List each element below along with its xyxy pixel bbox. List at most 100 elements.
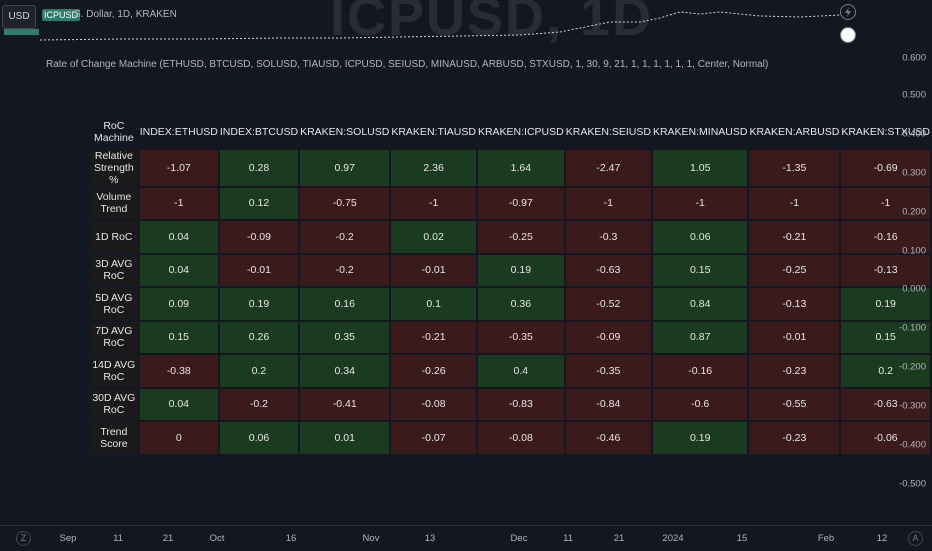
column-header: KRAKEN:SOLUSD [300, 116, 390, 148]
lightning-icon[interactable] [840, 4, 856, 20]
value-cell: -0.2 [300, 221, 390, 253]
table-row: 7D AVG RoC 0.15 0.26 0.35 -0.21 -0.35 -0.09 0.8… [90, 321, 930, 353]
table-row: Volume Trend -1 0.12 -0.75 -1 -0.97 -1 -1 -1 -1 [90, 187, 930, 219]
table-body: Relative Strength % -1.07 0.28 0.97 2.36 1.64… [90, 149, 930, 454]
value-cell: -1 [749, 187, 840, 219]
chart-header: ICPUSD, 1D USD ICPUSD S. Dollar, 1D, KRA… [0, 0, 932, 47]
x-tick-label: 11 [113, 533, 123, 544]
value-cell: 0.19 [477, 254, 564, 286]
row-label: Trend Score [90, 422, 138, 454]
column-header: KRAKEN:TIAUSD [391, 116, 476, 148]
value-cell: -0.38 [139, 355, 218, 387]
x-tick-label: 13 [424, 533, 436, 544]
y-tick-label: -0.300 [899, 400, 926, 412]
x-tick-label: 11 [563, 533, 573, 544]
column-header: KRAKEN:STXUSD [841, 116, 930, 148]
value-cell: 0.15 [652, 254, 748, 286]
value-cell: 0.06 [652, 221, 748, 253]
value-cell: 0.2 [841, 355, 930, 387]
value-cell: 0.19 [841, 288, 930, 320]
value-cell: -0.41 [300, 388, 390, 420]
column-header: KRAKEN:SEIUSD [565, 116, 651, 148]
value-cell: 0.15 [139, 321, 218, 353]
y-tick-label: -0.400 [899, 439, 926, 451]
value-cell: -0.09 [565, 321, 651, 353]
y-tick-label: 0.100 [902, 245, 926, 257]
value-cell: 0.02 [391, 221, 476, 253]
value-cell: -0.16 [841, 221, 930, 253]
value-cell: -0.21 [749, 221, 840, 253]
y-tick-label: 0.600 [902, 52, 926, 64]
symbol-watermark: ICPUSD, 1D [330, 0, 654, 47]
currency-button[interactable]: USD [2, 5, 36, 29]
y-tick-label: 0.000 [902, 283, 926, 295]
value-cell: 0.06 [219, 422, 299, 454]
value-cell: 0.2 [219, 355, 299, 387]
price-line [39, 11, 841, 41]
value-cell: -0.46 [565, 422, 651, 454]
value-cell: 0.26 [219, 321, 299, 353]
value-cell: -1.35 [749, 149, 840, 186]
value-cell: -1 [841, 187, 930, 219]
value-cell: -0.6 [652, 388, 748, 420]
value-cell: 0.15 [841, 321, 930, 353]
value-cell: -1 [139, 187, 218, 219]
row-label: 14D AVG RoC [90, 355, 138, 387]
value-cell: -0.55 [749, 388, 840, 420]
y-tick-label: 0.500 [902, 89, 926, 101]
value-cell: -0.01 [219, 254, 299, 286]
flag-icon[interactable] [840, 27, 856, 43]
value-cell: 1.64 [477, 149, 564, 186]
row-label: 7D AVG RoC [90, 321, 138, 353]
value-cell: -0.63 [565, 254, 651, 286]
value-cell: -0.2 [219, 388, 299, 420]
column-header: INDEX:ETHUSD [139, 116, 218, 148]
value-cell: 0.36 [477, 288, 564, 320]
value-cell: -0.25 [749, 254, 840, 286]
value-cell: 2.36 [391, 149, 476, 186]
row-label: 3D AVG RoC [90, 254, 138, 286]
volume-bar [4, 29, 39, 35]
value-cell: -0.08 [477, 422, 564, 454]
value-cell: -0.01 [391, 254, 476, 286]
value-cell: 0.4 [477, 355, 564, 387]
value-cell: -0.52 [565, 288, 651, 320]
x-tick-label: 15 [736, 533, 748, 544]
value-cell: 0.1 [391, 288, 476, 320]
row-label: Relative Strength % [90, 149, 138, 186]
auto-scale-button[interactable]: A [908, 531, 923, 546]
table-row: 30D AVG RoC 0.04 -0.2 -0.41 -0.08 -0.83 -0.84-… [90, 388, 930, 420]
x-tick-label: 2024 [662, 533, 684, 544]
value-cell: -0.13 [841, 254, 930, 286]
value-cell: -0.13 [749, 288, 840, 320]
value-cell: 0.16 [300, 288, 390, 320]
row-label: 30D AVG RoC [90, 388, 138, 420]
value-cell: -0.26 [391, 355, 476, 387]
value-cell: -1 [652, 187, 748, 219]
value-cell: 1.05 [652, 149, 748, 186]
value-cell: -0.23 [749, 355, 840, 387]
value-cell: 0.19 [219, 288, 299, 320]
row-label: 1D RoC [90, 221, 138, 253]
timezone-button[interactable]: Z [16, 531, 31, 546]
value-cell: -0.69 [841, 149, 930, 186]
y-tick-label: 0.400 [902, 128, 926, 140]
table-row: Trend Score 0 0.06 0.01 -0.07 -0.08 -0.46 0.19-… [90, 422, 930, 454]
value-cell: 0.19 [652, 422, 748, 454]
value-cell: -0.35 [565, 355, 651, 387]
value-cell: -0.23 [749, 422, 840, 454]
value-cell: 0.01 [300, 422, 390, 454]
x-tick-label: 21 [162, 533, 174, 544]
value-cell: -1.07 [139, 149, 218, 186]
price-axis[interactable]: 0.600 0.500 0.400 0.300 0.200 0.100 0.000 -0.10… [894, 45, 932, 525]
value-cell: -0.09 [219, 221, 299, 253]
value-cell: -0.97 [477, 187, 564, 219]
value-cell: -2.47 [565, 149, 651, 186]
row-label: Volume Trend [90, 187, 138, 219]
time-axis[interactable]: Z A Sep 11 21 Oct 16 Nov 13 Dec 11 21 2024 15 Feb 12 [0, 525, 932, 551]
value-cell: -0.84 [565, 388, 651, 420]
ticker-chip[interactable]: ICPUSD [42, 9, 81, 21]
row-label: 5D AVG RoC [90, 288, 138, 320]
y-tick-label: 0.300 [902, 167, 926, 179]
column-header: INDEX:BTCUSD [219, 116, 299, 148]
